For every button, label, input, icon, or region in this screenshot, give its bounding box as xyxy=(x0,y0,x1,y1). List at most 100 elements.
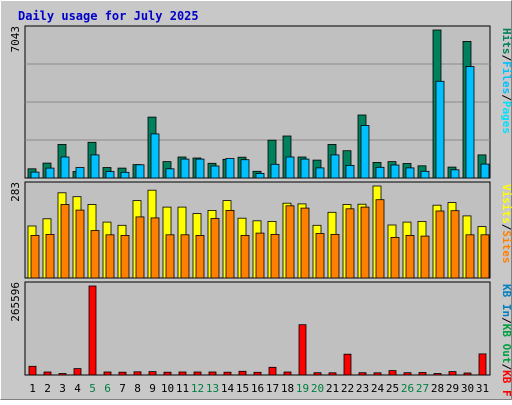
hits-bar-files-day-13 xyxy=(210,165,220,179)
visits-bar-sites-day-30 xyxy=(465,234,475,279)
kbytes-plot-area xyxy=(24,281,491,376)
x-label-day-7: 7 xyxy=(119,382,126,395)
kbytes-bar-kb-f-day-2 xyxy=(43,371,52,376)
kbytes-y-max-label: 265596 xyxy=(9,282,22,322)
hits-bar-files-day-20 xyxy=(315,167,325,179)
kbytes-bar-kb-f-day-22 xyxy=(343,353,352,376)
x-label-day-9: 9 xyxy=(149,382,156,395)
kbytes-legend-kb-f: KB F xyxy=(500,370,512,397)
x-label-day-12: 12 xyxy=(191,382,204,395)
x-label-day-21: 21 xyxy=(326,382,339,395)
visits-bar-sites-day-7 xyxy=(120,234,130,279)
visits-bar-sites-day-31 xyxy=(480,234,490,279)
kbytes-bar-kb-f-day-5 xyxy=(88,285,97,376)
kbytes-bar-kb-f-day-3 xyxy=(58,373,67,376)
hits-y-max-label: 7043 xyxy=(9,26,22,53)
hits-legend-hits: Hits xyxy=(500,28,512,55)
hits-legend-pages: Pages xyxy=(500,101,512,134)
visits-bar-sites-day-23 xyxy=(360,206,370,279)
visits-bar-sites-day-22 xyxy=(345,208,355,279)
x-label-day-23: 23 xyxy=(356,382,369,395)
hits-panel: 7043 Hits/Files/Pages xyxy=(9,25,512,179)
kbytes-bar-kb-f-day-24 xyxy=(373,372,382,376)
x-label-day-2: 2 xyxy=(44,382,51,395)
kbytes-bar-kb-f-day-9 xyxy=(148,371,157,376)
x-label-day-18: 18 xyxy=(281,382,294,395)
hits-bar-files-day-21 xyxy=(330,154,340,179)
visits-bar-sites-day-24 xyxy=(375,199,385,279)
hits-bar-files-day-16 xyxy=(255,172,265,179)
kbytes-bar-kb-f-day-14 xyxy=(223,371,232,376)
hits-bar-files-day-7 xyxy=(120,171,130,179)
visits-legend: Visits/Sites xyxy=(500,184,512,264)
kbytes-bar-kb-f-day-17 xyxy=(268,366,277,376)
hits-bar-files-day-26 xyxy=(405,167,415,179)
kbytes-bar-kb-f-day-19 xyxy=(298,324,307,376)
hits-bar-files-day-11 xyxy=(180,158,190,179)
x-label-day-15: 15 xyxy=(236,382,249,395)
hits-legend-separator: / xyxy=(500,55,512,62)
hits-bar-files-day-12 xyxy=(195,158,205,179)
visits-bar-sites-day-20 xyxy=(315,233,325,279)
kbytes-legend-kb-in: KB In xyxy=(500,284,512,317)
kbytes-bar-kb-f-day-1 xyxy=(28,365,37,376)
x-label-day-25: 25 xyxy=(386,382,399,395)
hits-bar-files-day-1 xyxy=(30,171,40,179)
x-label-day-17: 17 xyxy=(266,382,279,395)
visits-bar-sites-day-21 xyxy=(330,233,340,279)
hits-bar-files-day-24 xyxy=(375,166,385,179)
x-label-day-16: 16 xyxy=(251,382,264,395)
visits-bar-sites-day-13 xyxy=(210,218,220,279)
kbytes-bar-kb-f-day-30 xyxy=(463,372,472,376)
x-label-day-10: 10 xyxy=(161,382,174,395)
x-label-day-11: 11 xyxy=(176,382,189,395)
hits-legend-files: Files xyxy=(500,61,512,94)
hits-bar-files-day-28 xyxy=(435,80,445,179)
visits-bar-sites-day-19 xyxy=(300,207,310,279)
visits-bar-sites-day-11 xyxy=(180,234,190,279)
visits-panel: 283 Visits/Sites xyxy=(9,181,512,279)
x-label-day-30: 30 xyxy=(461,382,474,395)
kbytes-bar-kb-f-day-20 xyxy=(313,372,322,376)
kbytes-bar-kb-f-day-8 xyxy=(133,371,142,376)
hits-bar-files-day-19 xyxy=(300,158,310,179)
x-label-day-3: 3 xyxy=(59,382,66,395)
x-label-day-8: 8 xyxy=(134,382,141,395)
kbytes-panel: 265596 KB In/KB Out/KB F xyxy=(9,281,512,397)
kbytes-bar-kb-f-day-4 xyxy=(73,368,82,376)
x-label-day-6: 6 xyxy=(104,382,111,395)
kbytes-bar-kb-f-day-12 xyxy=(193,371,202,376)
visits-bar-sites-day-12 xyxy=(195,234,205,279)
visits-bar-sites-day-25 xyxy=(390,236,400,279)
visits-bar-sites-day-27 xyxy=(420,235,430,279)
hits-bar-files-day-10 xyxy=(165,168,175,179)
hits-bar-files-day-30 xyxy=(465,66,475,179)
hits-bar-files-day-8 xyxy=(135,164,145,179)
hits-bar-files-day-9 xyxy=(150,133,160,179)
kbytes-bar-kb-f-day-11 xyxy=(178,371,187,376)
hits-bar-files-day-14 xyxy=(225,158,235,179)
kbytes-bar-kb-f-day-21 xyxy=(328,372,337,376)
visits-bar-sites-day-28 xyxy=(435,210,445,279)
visits-bar-sites-day-15 xyxy=(240,234,250,279)
hits-bar-files-day-15 xyxy=(240,159,250,179)
x-label-day-5: 5 xyxy=(89,382,96,395)
x-label-day-4: 4 xyxy=(74,382,81,395)
hits-bar-files-day-23 xyxy=(360,125,370,179)
kbytes-bar-kb-f-day-18 xyxy=(283,371,292,376)
visits-bar-sites-day-8 xyxy=(135,216,145,279)
x-label-day-27: 27 xyxy=(416,382,429,395)
visits-bar-sites-day-1 xyxy=(30,234,40,279)
kbytes-bar-kb-f-day-13 xyxy=(208,371,217,376)
visits-bar-sites-day-4 xyxy=(75,209,85,279)
hits-bar-files-day-2 xyxy=(45,167,55,179)
kbytes-bar-kb-f-day-23 xyxy=(358,372,367,376)
visits-legend-sites: Sites xyxy=(500,230,512,263)
visits-bar-sites-day-3 xyxy=(60,204,70,279)
hits-bar-files-day-29 xyxy=(450,169,460,179)
kbytes-bar-kb-f-day-31 xyxy=(478,353,487,376)
x-label-day-28: 28 xyxy=(431,382,444,395)
visits-bar-sites-day-26 xyxy=(405,234,415,279)
